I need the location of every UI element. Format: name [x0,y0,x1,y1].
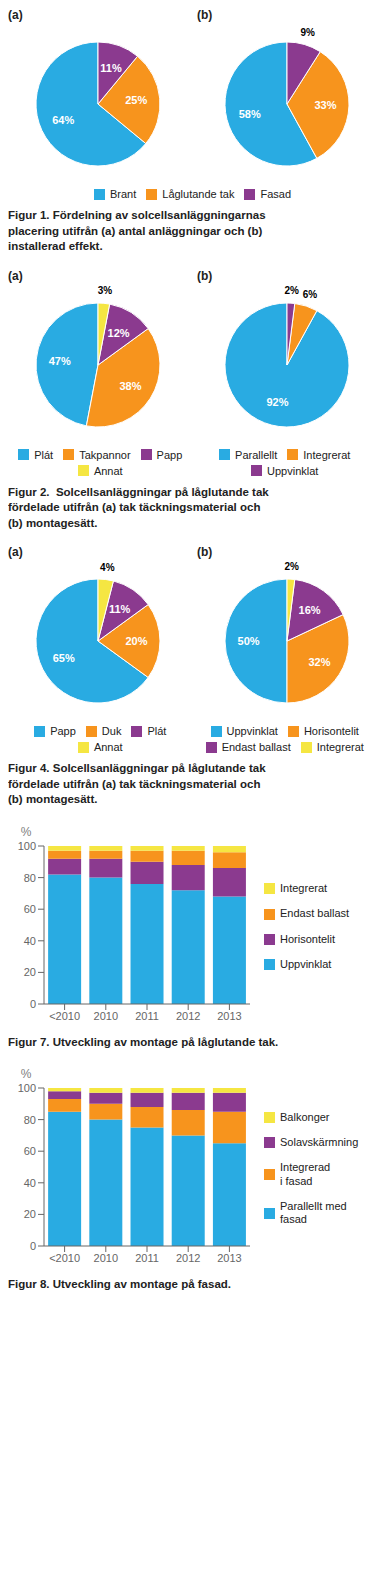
svg-text:<2010: <2010 [49,1009,80,1021]
html-text:Uppvinklat: Uppvinklat [280,957,332,970]
svg-text:33%: 33% [314,99,336,111]
html-text:Endast ballast: Endast ballast [221,741,291,754]
html-text:Papp: Papp [156,448,183,461]
svg-text:92%: 92% [266,396,288,408]
html-text:(a): (a) [8,268,23,283]
html-text:Figur 4. Solcellsanläggningar: Figur 4. Solcellsanläggningar på lågluta… [8,762,266,806]
svg-text:40: 40 [24,934,36,946]
svg-text:80: 80 [24,871,36,883]
html-text:Annat: Annat [93,741,123,754]
html-text:Horisontelit: Horisontelit [280,932,335,945]
svg-text:%: % [21,825,32,839]
svg-text:16%: 16% [299,604,321,616]
svg-text:32%: 32% [308,656,330,668]
html-text:Fasad: Fasad [260,188,291,200]
html-text:Takpannor: Takpannor [79,448,131,461]
html-text:Integrerad i fasad: Integrerad i fasad [280,1161,331,1187]
svg-text:12%: 12% [108,326,130,338]
html-text:Balkonger: Balkonger [280,1111,330,1124]
html-text:Parallellt med fasad: Parallellt med fasad [280,1199,347,1225]
svg-text:6%: 6% [303,288,318,299]
html-text:Solavskärmning: Solavskärmning [280,1136,359,1149]
svg-text:40: 40 [24,1176,36,1188]
html-text:Integrerat: Integrerat [280,882,328,895]
html-text:Uppvinklat: Uppvinklat [267,464,319,477]
svg-text:100: 100 [18,1082,36,1094]
html-text:(a): (a) [8,545,23,560]
svg-text:%: % [21,1067,32,1081]
svg-text:20: 20 [24,966,36,978]
html-text:Uppvinklat: Uppvinklat [226,725,278,738]
html-text:Figur 2. Solcellsanläggningar: Figur 2. Solcellsanläggningar på lågluta… [8,485,269,529]
svg-text:20: 20 [24,1208,36,1220]
svg-text:4%: 4% [100,562,115,573]
svg-text:3%: 3% [98,285,113,296]
svg-text:0: 0 [30,998,36,1010]
svg-text:11%: 11% [100,62,122,74]
svg-text:2%: 2% [284,285,299,296]
html-text:Papp: Papp [50,725,76,738]
html-text:Annat: Annat [93,464,123,477]
svg-text:50%: 50% [238,635,260,647]
html-text:Figur 7. Utveckling av montage: Figur 7. Utveckling av montage på låglut… [8,1035,279,1048]
svg-text:2011: 2011 [135,1009,159,1021]
svg-text:60: 60 [24,903,36,915]
svg-text:2013: 2013 [217,1009,241,1021]
html-text:Duk: Duk [101,725,122,738]
svg-text:2010: 2010 [94,1009,118,1021]
svg-text:<2010: <2010 [49,1251,80,1263]
svg-text:2%: 2% [284,561,299,572]
html-text:Figur 8. Utveckling av montage: Figur 8. Utveckling av montage på fasad. [8,1277,231,1290]
html-text:(b): (b) [197,8,213,22]
svg-text:100: 100 [18,840,36,852]
html-text:Integrerat: Integrerat [303,448,351,461]
svg-text:58%: 58% [239,108,261,120]
html-text:Endast ballast: Endast ballast [280,907,350,920]
svg-text:47%: 47% [49,355,71,367]
svg-text:38%: 38% [119,379,141,391]
html-text:Parallellt: Parallellt [235,448,278,461]
html-text:Plát: Plát [147,725,167,738]
svg-text:2010: 2010 [94,1251,118,1263]
svg-text:2012: 2012 [176,1251,200,1263]
html-text:Brant: Brant [110,188,137,200]
svg-text:60: 60 [24,1145,36,1157]
svg-text:64%: 64% [52,114,74,126]
html-text:(b): (b) [197,268,213,283]
svg-text:25%: 25% [125,94,147,106]
svg-text:2012: 2012 [176,1009,200,1021]
svg-text:2013: 2013 [217,1251,241,1263]
html-text:Låglutande tak: Låglutande tak [162,188,235,200]
svg-text:65%: 65% [53,653,75,665]
svg-text:0: 0 [30,1240,36,1252]
svg-text:2011: 2011 [135,1251,159,1263]
svg-text:20%: 20% [125,635,147,647]
html-text:Integrerat: Integrerat [316,741,364,754]
svg-text:80: 80 [24,1113,36,1125]
html-text:Horisontelit: Horisontelit [303,725,359,738]
html-text:(a): (a) [8,8,23,22]
html-text:(b): (b) [197,545,213,560]
svg-text:11%: 11% [109,603,131,615]
svg-text:9%: 9% [301,27,316,38]
html-text:Plát: Plát [34,448,54,461]
html-text:Figur 1. Fördelning av solcell: Figur 1. Fördelning av solcellsanläggnin… [8,209,266,252]
